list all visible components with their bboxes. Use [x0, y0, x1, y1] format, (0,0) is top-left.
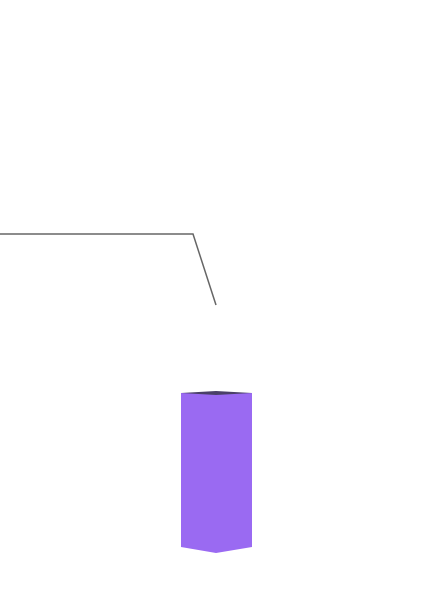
leader-line: [0, 233, 217, 306]
purple-box-top: [181, 391, 252, 395]
purple-box: [181, 391, 252, 553]
purple-box-front: [181, 393, 252, 553]
